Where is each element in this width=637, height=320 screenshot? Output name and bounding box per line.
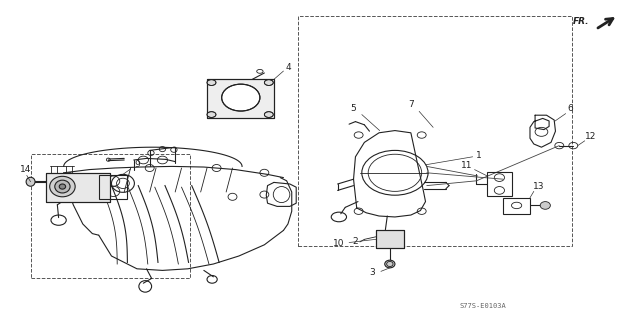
Ellipse shape <box>264 80 273 85</box>
Text: FR.: FR. <box>573 17 589 26</box>
Bar <box>207 79 274 118</box>
Ellipse shape <box>59 184 66 189</box>
Text: 2: 2 <box>353 237 358 246</box>
Text: 9: 9 <box>134 160 140 169</box>
Bar <box>31 154 190 278</box>
Bar <box>99 175 127 199</box>
Text: IAC: IAC <box>48 182 56 188</box>
Text: 11: 11 <box>461 161 472 170</box>
Bar <box>46 173 110 202</box>
Text: 3: 3 <box>369 268 375 277</box>
Ellipse shape <box>540 202 550 209</box>
Ellipse shape <box>207 112 216 117</box>
Text: 12: 12 <box>585 132 597 141</box>
Text: 14: 14 <box>20 165 31 174</box>
Text: 5: 5 <box>350 104 357 113</box>
Bar <box>487 172 512 196</box>
Ellipse shape <box>55 180 70 193</box>
Ellipse shape <box>385 260 395 268</box>
Ellipse shape <box>26 177 35 186</box>
Bar <box>207 79 274 118</box>
Text: 7: 7 <box>408 100 414 109</box>
Bar <box>376 230 404 248</box>
Text: 10: 10 <box>333 239 345 248</box>
Bar <box>376 230 404 248</box>
Text: 8: 8 <box>66 172 72 181</box>
Ellipse shape <box>207 80 216 85</box>
Bar <box>503 198 530 214</box>
Text: S77S-E0103A: S77S-E0103A <box>459 303 506 308</box>
Text: 13: 13 <box>533 182 544 191</box>
Text: 4: 4 <box>285 63 290 72</box>
Text: 6: 6 <box>567 104 573 113</box>
Ellipse shape <box>50 176 75 197</box>
Bar <box>298 16 572 246</box>
Text: 1: 1 <box>476 151 482 160</box>
Bar <box>46 173 110 202</box>
Ellipse shape <box>264 112 273 117</box>
Ellipse shape <box>222 84 260 111</box>
